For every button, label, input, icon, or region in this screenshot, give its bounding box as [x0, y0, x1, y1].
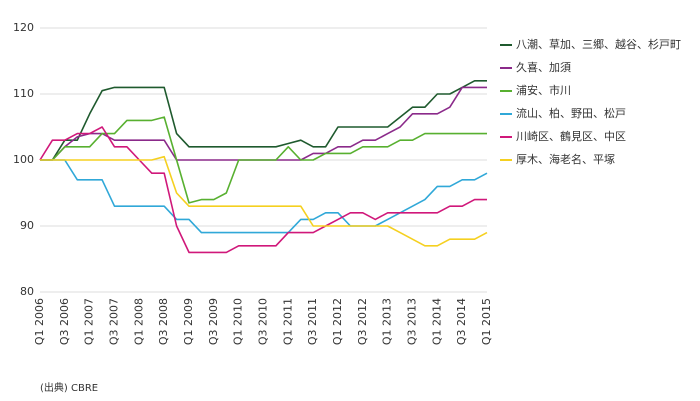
x-tick-label: Q1 2006: [33, 298, 46, 345]
x-tick-label: Q1 2013: [381, 298, 394, 345]
x-tick-label: Q1 2009: [182, 298, 195, 345]
source-note: (出典) CBRE: [40, 381, 98, 394]
x-tick-label: Q3 2014: [455, 298, 468, 345]
x-tick-label: Q3 2011: [306, 298, 319, 345]
x-tick-label: Q1 2010: [232, 298, 245, 345]
series-line: [39, 126, 487, 254]
x-tick-label: Q3 2008: [157, 298, 170, 345]
y-tick-label: 90: [20, 219, 34, 232]
x-tick-label: Q1 2008: [132, 298, 145, 345]
y-tick-label: 80: [20, 285, 34, 298]
series-line: [40, 155, 488, 247]
legend-label: 浦安、市川: [516, 83, 571, 97]
legend-label: 久喜、加須: [516, 61, 571, 74]
x-tick-label: Q3 2010: [257, 298, 270, 345]
x-tick-label: Q1 2015: [480, 298, 493, 345]
series-line: [40, 80, 487, 161]
legend-label: 八潮、草加、三郷、越谷、杉戸町: [516, 37, 681, 51]
y-tick-label: 110: [13, 87, 34, 100]
series-line: [40, 86, 487, 161]
x-tick-label: Q1 2011: [281, 298, 294, 345]
legend-label: 厚木、海老名、平塚: [516, 152, 615, 166]
y-tick-label: 120: [13, 21, 34, 34]
series-line: [40, 116, 487, 204]
series-line: [40, 159, 488, 234]
y-tick-label: 100: [13, 153, 34, 166]
x-tick-label: Q3 2009: [207, 298, 220, 345]
x-tick-label: Q3 2012: [356, 298, 369, 345]
x-tick-label: Q3 2006: [58, 298, 71, 345]
x-tick-label: Q1 2012: [331, 298, 344, 345]
legend-label: 流山、柏、野田、松戸: [516, 106, 626, 120]
x-tick-label: Q1 2014: [430, 298, 443, 345]
x-tick-label: Q3 2007: [108, 298, 121, 345]
legend-label: 川崎区、鶴見区、中区: [516, 129, 626, 143]
x-tick-label: Q3 2013: [406, 298, 419, 345]
x-tick-label: Q1 2007: [83, 298, 96, 345]
